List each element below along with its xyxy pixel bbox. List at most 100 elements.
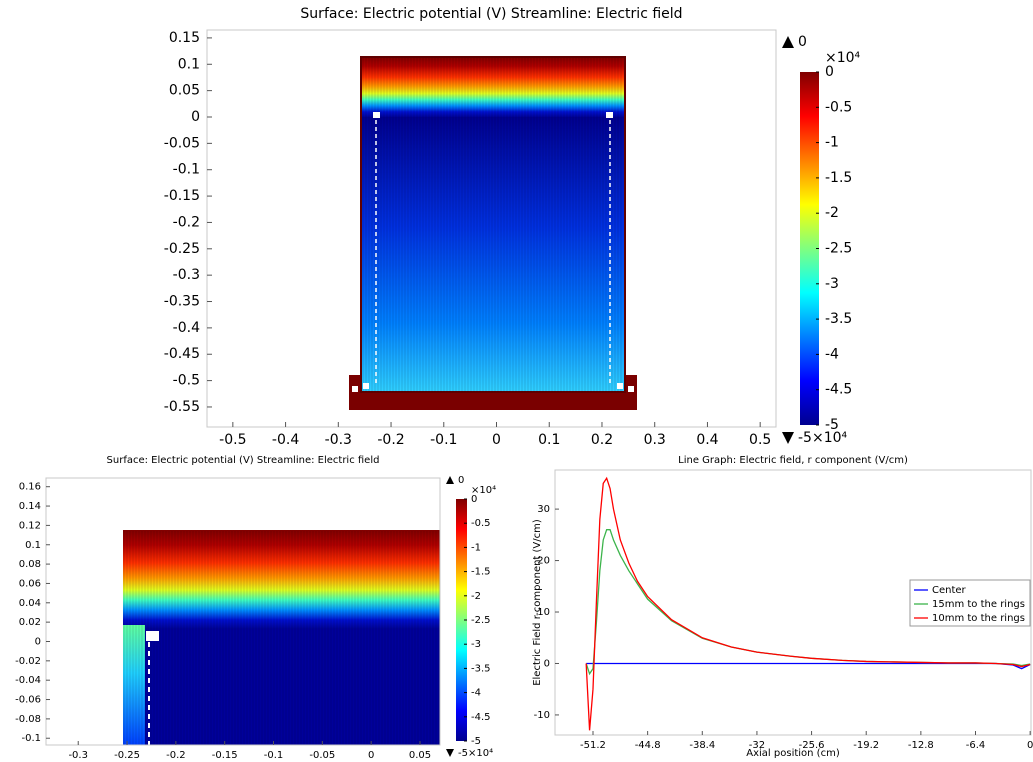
colorbar-tick-label: -1.5	[471, 567, 491, 578]
x-tick-label: -44.8	[635, 740, 661, 751]
x-tick-label: -0.1	[430, 432, 457, 448]
max-arrow	[446, 476, 454, 484]
legend-label: Center	[932, 585, 967, 596]
y-tick-label: 0.14	[19, 501, 41, 512]
x-tick-label: 0.2	[591, 432, 613, 448]
surface-side	[123, 625, 145, 745]
x-tick-label: -0.4	[272, 432, 299, 448]
surface-body	[123, 629, 440, 745]
chart-title: Surface: Electric potential (V) Streamli…	[300, 6, 682, 22]
x-tick-label: -0.05	[309, 750, 335, 761]
y-tick-label: -0.3	[173, 267, 200, 283]
colorbar-tick-label: -3.5	[825, 311, 852, 327]
y-tick-label: 0.08	[19, 559, 41, 570]
ring	[352, 386, 358, 392]
streamlines	[123, 531, 440, 745]
y-tick-label: 0.15	[169, 30, 200, 46]
colorbar-tick-label: -4	[825, 346, 839, 362]
ring	[628, 386, 634, 392]
x-tick-label: -51.2	[580, 740, 606, 751]
chart-title: Line Graph: Electric field, r component …	[678, 455, 908, 466]
legend: Center 15mm to the rings 10mm to the rings	[909, 579, 1031, 627]
colorbar-tick-label: -3	[471, 639, 481, 650]
y-tick-label: 0	[544, 658, 550, 669]
y-tick-label: -0.1	[21, 733, 41, 744]
chart: Surface: Electric potential (V) Streamli…	[15, 455, 496, 761]
y-tick-label: -0.06	[15, 695, 41, 706]
colorbar-tick-label: -2	[825, 205, 839, 221]
x-tick-label: 0	[368, 750, 374, 761]
y-tick-label: 0.06	[19, 578, 41, 589]
colorbar-tick-label: -0.5	[825, 99, 852, 115]
colorbar-tick-label: 0	[825, 64, 834, 80]
legend-label: 10mm to the rings	[932, 613, 1025, 624]
y-tick-label: 0	[191, 109, 200, 125]
colorbar-tick-label: 0	[471, 494, 477, 505]
device-markers	[146, 631, 159, 745]
x-tick-label: -32	[749, 740, 765, 751]
y-tick-label: -0.5	[173, 373, 200, 389]
streamlines	[362, 58, 622, 392]
device-surface-zoom	[123, 530, 440, 745]
colorbar-tick-label: -1	[825, 135, 839, 151]
y-tick-label: -0.35	[164, 294, 200, 310]
colorbar-tick-label: -2.5	[825, 241, 852, 257]
device-surface	[349, 56, 637, 410]
y-tick-label: -0.08	[15, 714, 41, 725]
x-tick-label: 0.4	[696, 432, 718, 448]
chart: Surface: Electric potential (V) Streamli…	[164, 6, 861, 448]
plot-frame	[206, 29, 777, 428]
min-arrow	[782, 432, 794, 444]
x-tick-label: -19.2	[853, 740, 879, 751]
ring	[373, 112, 380, 118]
x-tick-label: -25.6	[799, 740, 825, 751]
y-axis-label: Electric Field r-component (V/cm)	[532, 519, 543, 686]
x-tick-label: 0.1	[538, 432, 560, 448]
x-tick-label: 0.3	[644, 432, 666, 448]
colorbar-tick-label: -4.5	[825, 382, 852, 398]
x-tick-label: -0.3	[68, 750, 88, 761]
colorbar-tick-label: -5	[825, 417, 839, 433]
device-markers	[352, 112, 634, 392]
chart: Line Graph: Electric field, r component …	[532, 455, 1033, 759]
plot-frame	[554, 469, 1032, 736]
colorbar	[456, 499, 467, 741]
ring	[617, 383, 623, 389]
y-tick-label: -10	[534, 710, 550, 721]
colorbar-min-label: -5×10⁴	[798, 430, 848, 446]
colorbar-tick-label: -5	[471, 736, 481, 747]
y-tick-label: -0.05	[164, 135, 200, 151]
x-tick-label: -38.4	[689, 740, 715, 751]
x-tick-label: -0.2	[166, 750, 186, 761]
y-tick-label: -0.15	[164, 188, 200, 204]
surface-top	[361, 57, 625, 118]
y-tick-label: -0.4	[173, 320, 200, 336]
x-tick-label: 0	[492, 432, 501, 448]
y-tick-label: 0.16	[19, 482, 41, 493]
x-axis-label: Axial position (cm)	[746, 748, 840, 759]
colorbar-tick-label: -4.5	[471, 712, 491, 723]
surface-body	[361, 117, 625, 392]
colorbar-min-label: -5×10⁴	[458, 748, 493, 759]
chart-title: Surface: Electric potential (V) Streamli…	[107, 455, 380, 466]
ring	[146, 631, 159, 641]
y-tick-label: 10	[537, 607, 550, 618]
series-line	[585, 476, 1031, 731]
colorbar-tick-label: -3	[825, 276, 839, 292]
colorbar-tick-label: -4	[471, 688, 481, 699]
x-tick-label: 0	[1027, 740, 1033, 751]
colorbar-tick-label: -2	[471, 591, 481, 602]
colorbar-max-label: 0	[798, 34, 807, 50]
colorbar-multiplier: ×10⁴	[825, 50, 861, 66]
colorbar-tick-label: -1.5	[825, 170, 852, 186]
legend-box	[909, 579, 1031, 627]
y-tick-label: 20	[537, 556, 550, 567]
y-tick-label: 0.1	[178, 56, 200, 72]
x-tick-label: -12.8	[908, 740, 934, 751]
x-tick-label: -0.2	[377, 432, 404, 448]
x-tick-label: -0.1	[264, 750, 284, 761]
x-tick-label: 0.5	[749, 432, 771, 448]
y-tick-label: 0.1	[25, 540, 41, 551]
